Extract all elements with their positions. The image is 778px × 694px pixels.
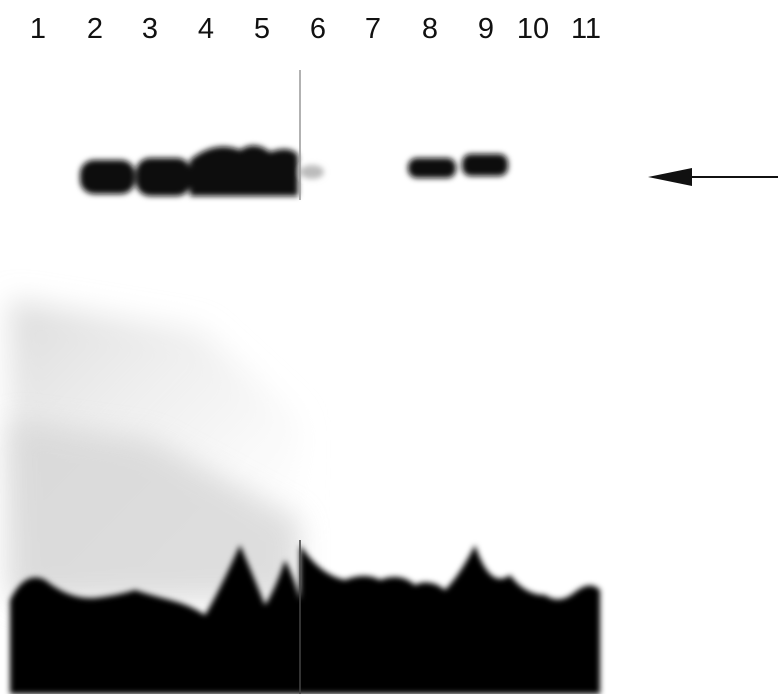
- band: [136, 158, 191, 196]
- body: 1 2 3 4 5 6 7 8 9 10 11 (() => { const d…: [0, 0, 778, 694]
- lane-label: 9: [478, 13, 494, 45]
- band: [408, 158, 456, 178]
- lane-label: 11: [571, 13, 601, 45]
- lane-label: 10: [517, 13, 549, 45]
- lane-label: 2: [87, 13, 103, 45]
- arrow-head: [648, 168, 692, 186]
- lane-label: 8: [422, 13, 438, 45]
- lane-label: 4: [198, 13, 214, 45]
- gel-image: 1 2 3 4 5 6 7 8 9 10 11: [0, 0, 778, 694]
- band: [300, 165, 324, 179]
- page: {"lane_labels": ["1", "2", "3", "4", "5"…: [0, 0, 778, 694]
- lane-label: 5: [254, 13, 270, 45]
- lane-label: 7: [365, 13, 381, 45]
- lane-label: 1: [30, 13, 46, 45]
- band: [190, 145, 298, 196]
- band: [462, 154, 508, 176]
- lane-label: 3: [142, 13, 158, 45]
- upper-bands: [80, 145, 508, 196]
- lane-label: 6: [310, 13, 326, 45]
- band: [80, 160, 135, 194]
